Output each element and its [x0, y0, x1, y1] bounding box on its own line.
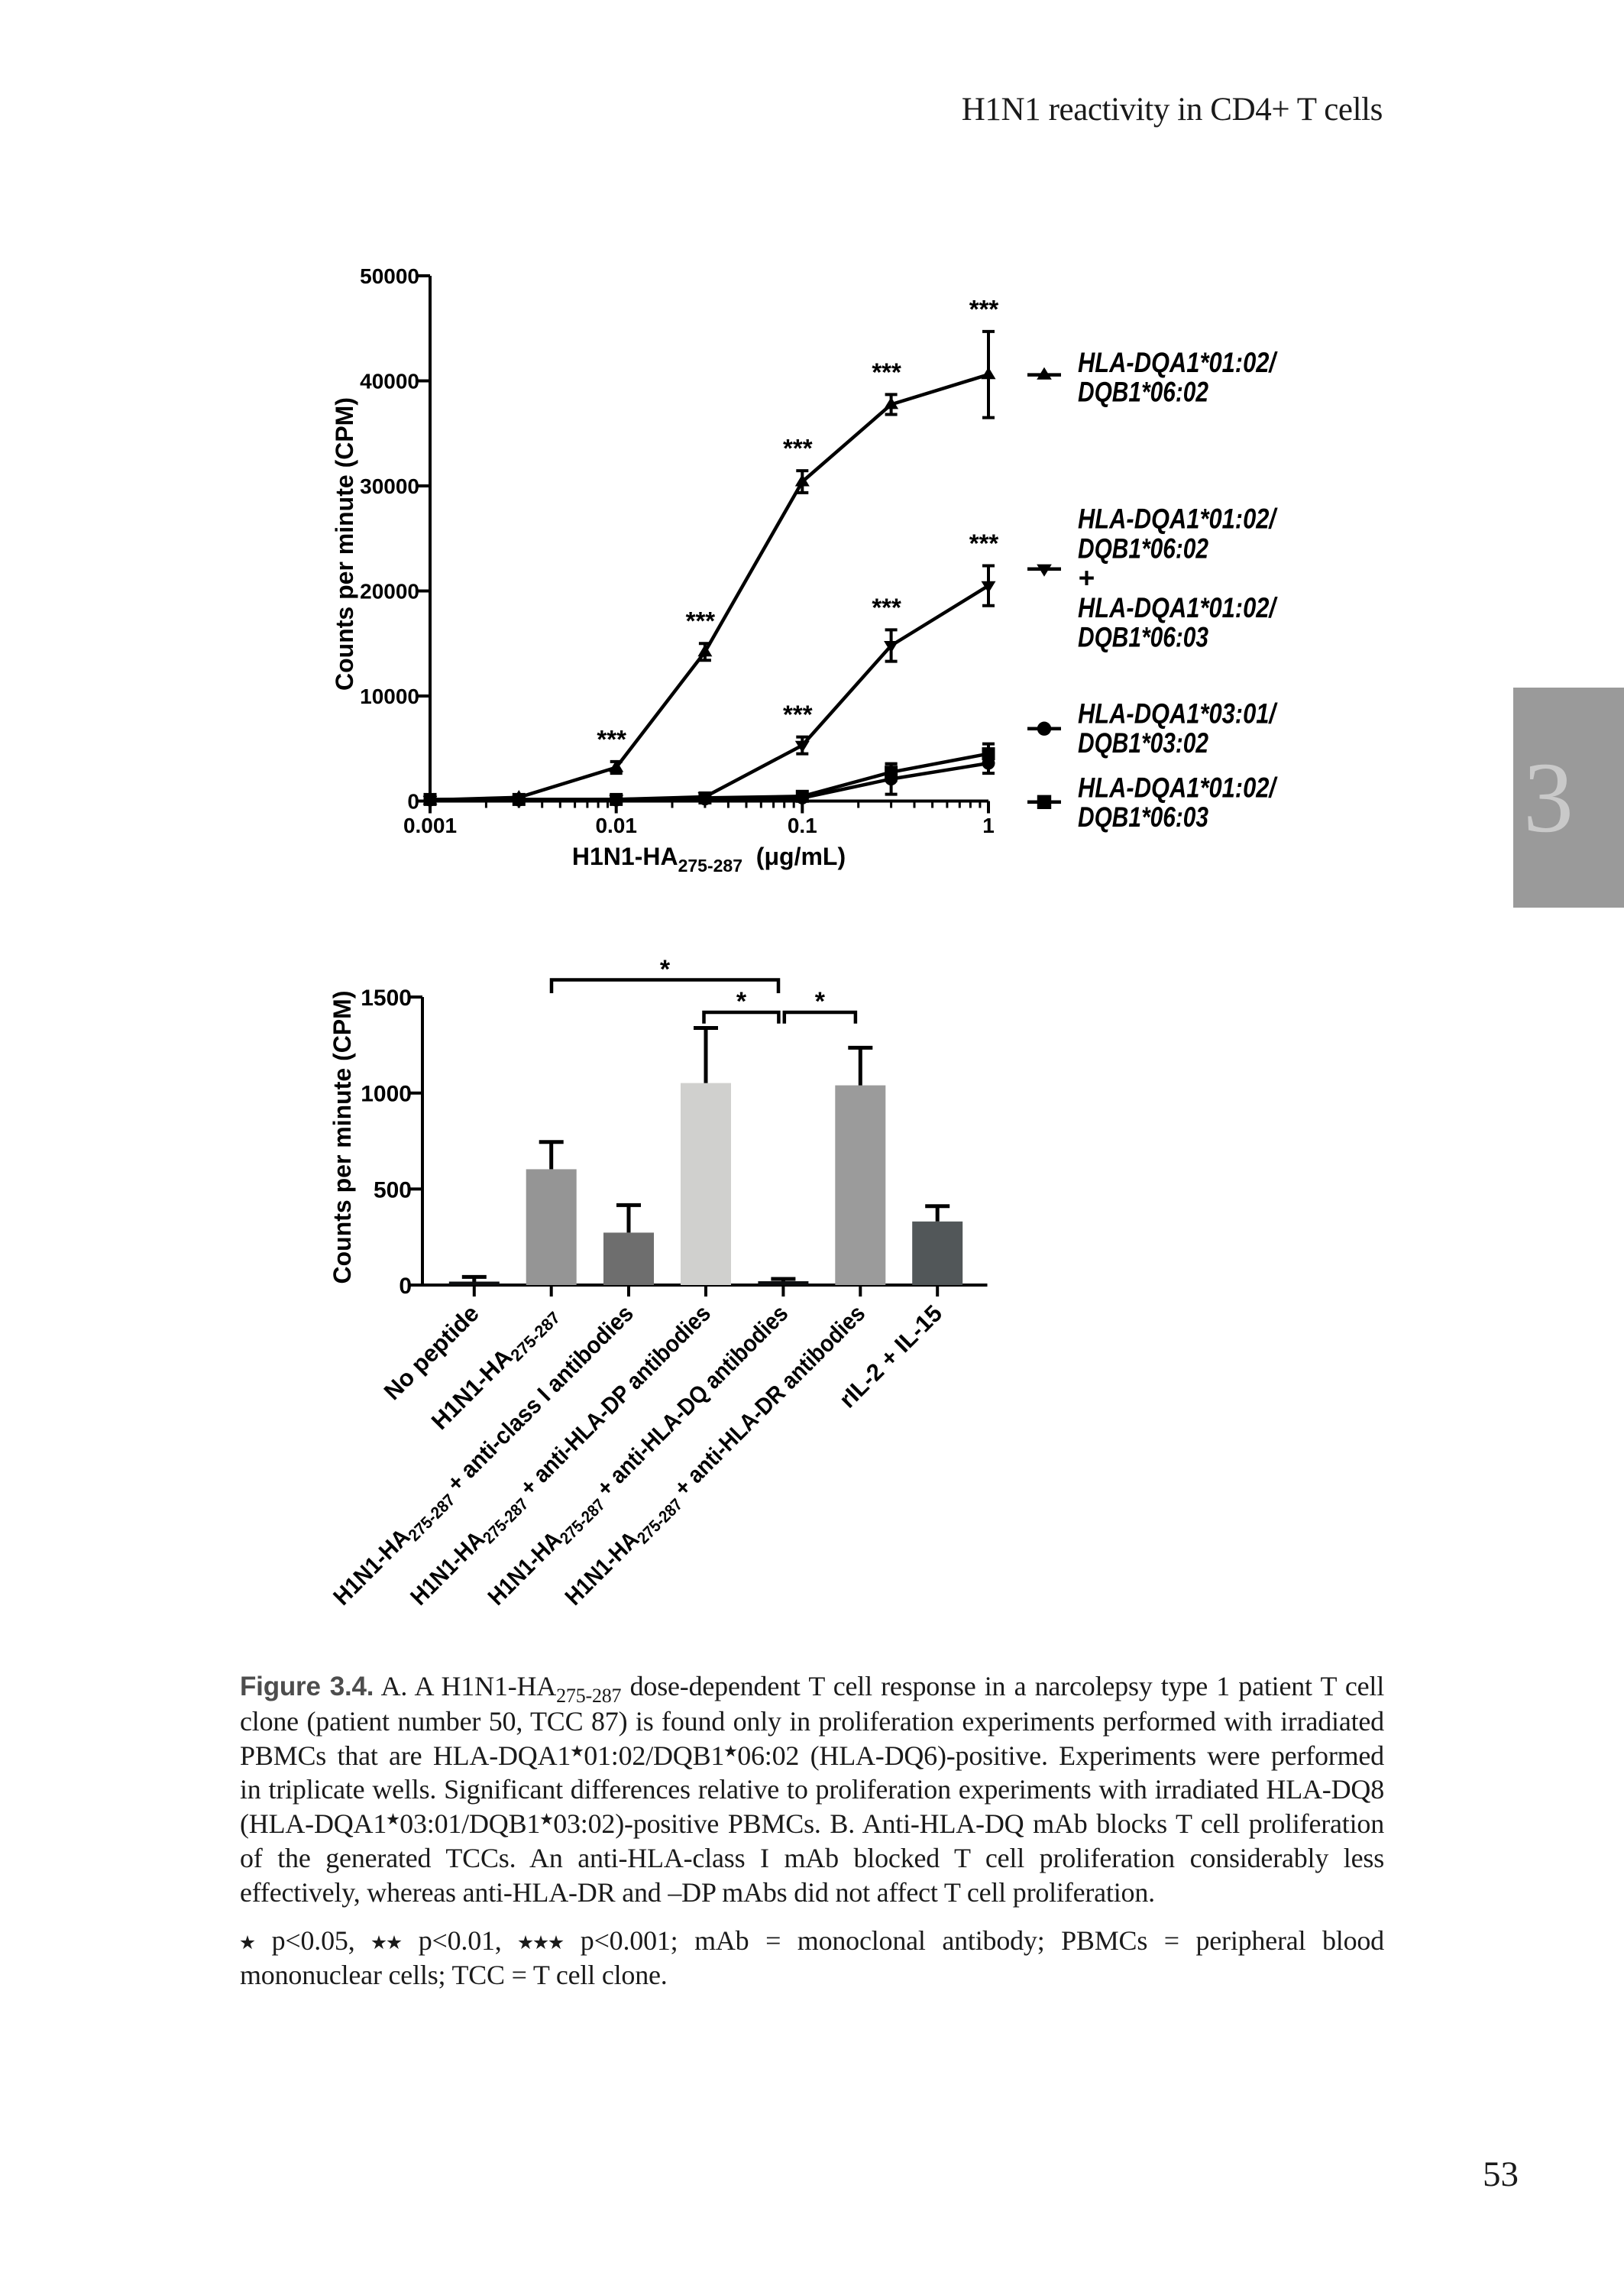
svg-text:DQB1*06:03: DQB1*06:03	[1078, 622, 1208, 653]
svg-text:0.1: 0.1	[788, 814, 817, 837]
svg-text:*: *	[815, 987, 826, 1016]
svg-text:***: ***	[686, 607, 716, 635]
svg-text:DQB1*06:03: DQB1*06:03	[1078, 801, 1208, 833]
svg-text:*: *	[736, 987, 747, 1016]
svg-text:0.01: 0.01	[595, 814, 637, 837]
svg-text:40000: 40000	[360, 370, 419, 393]
svg-text:20000: 20000	[360, 580, 419, 604]
svg-text:Counts per minute (CPM): Counts per minute (CPM)	[331, 397, 358, 691]
svg-text:HLA-DQA1*01:02/: HLA-DQA1*01:02/	[1078, 347, 1278, 378]
svg-text:1000: 1000	[361, 1082, 412, 1107]
svg-text:30000: 30000	[360, 474, 419, 498]
svg-text:HLA-DQA1*03:01/: HLA-DQA1*03:01/	[1078, 698, 1278, 729]
svg-text:10000: 10000	[360, 685, 419, 708]
svg-text:1: 1	[982, 814, 995, 837]
svg-text:DQB1*06:02: DQB1*06:02	[1078, 533, 1208, 564]
svg-text:DQB1*03:02: DQB1*03:02	[1078, 727, 1208, 759]
svg-text:0: 0	[407, 790, 419, 814]
svg-text:1500: 1500	[361, 986, 412, 1011]
svg-text:***: ***	[872, 358, 901, 386]
svg-text:HLA-DQA1*01:02/: HLA-DQA1*01:02/	[1078, 503, 1278, 535]
svg-text:50000: 50000	[360, 264, 419, 288]
svg-text:HLA-DQA1*01:02/: HLA-DQA1*01:02/	[1078, 772, 1278, 803]
svg-text:***: ***	[872, 593, 901, 621]
svg-text:DQB1*06:02: DQB1*06:02	[1078, 377, 1208, 408]
svg-text:500: 500	[374, 1177, 412, 1203]
svg-text:H1N1-HA275-287 (μg/mL): H1N1-HA275-287 (μg/mL)	[572, 843, 846, 876]
svg-text:0.001: 0.001	[403, 814, 457, 837]
svg-text:***: ***	[969, 529, 999, 558]
svg-text:***: ***	[783, 701, 813, 729]
svg-text:*: *	[660, 955, 671, 984]
svg-text:+: +	[1078, 562, 1095, 594]
svg-text:***: ***	[969, 295, 999, 323]
svg-text:0: 0	[399, 1274, 412, 1299]
svg-text:***: ***	[597, 725, 626, 753]
svg-text:Counts per minute (CPM): Counts per minute (CPM)	[328, 991, 356, 1284]
svg-text:***: ***	[783, 434, 813, 462]
svg-text:HLA-DQA1*01:02/: HLA-DQA1*01:02/	[1078, 592, 1278, 623]
